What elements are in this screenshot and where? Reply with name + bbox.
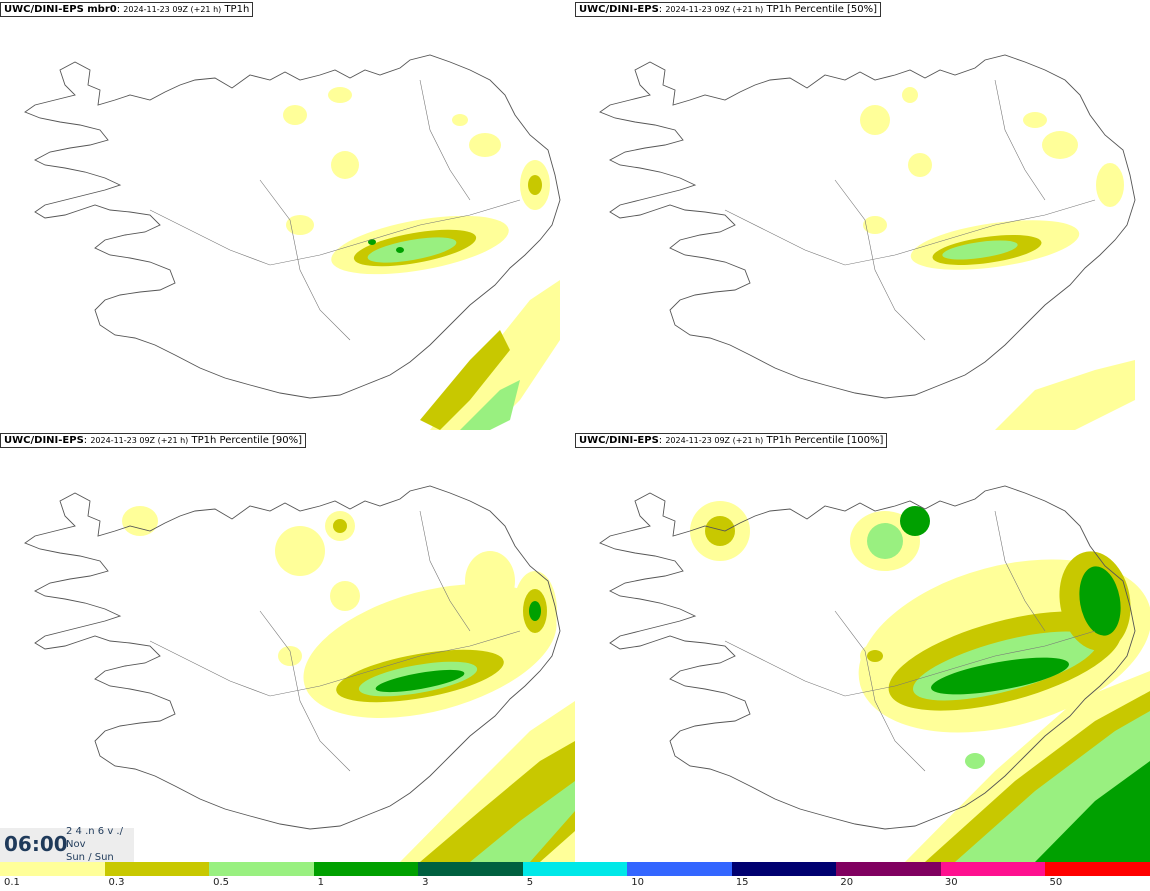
colorbar-segment bbox=[627, 862, 733, 876]
road-line bbox=[149, 630, 521, 697]
precip-area bbox=[900, 506, 930, 536]
colorbar-label: 15 bbox=[735, 877, 749, 888]
road-line bbox=[724, 199, 1096, 266]
valid-time: 06:00 bbox=[4, 832, 68, 856]
map-panel-p90: UWC/DINI-EPS: 2024-11-23 09Z (+21 h) TP1… bbox=[0, 431, 575, 862]
precip-area bbox=[278, 646, 302, 666]
road-line bbox=[259, 610, 351, 772]
precip-area bbox=[867, 523, 903, 559]
precip-area bbox=[283, 105, 307, 125]
precip-area bbox=[902, 87, 918, 103]
precip-area bbox=[1096, 163, 1124, 207]
colorbar-segment bbox=[1045, 862, 1150, 876]
precip-map bbox=[599, 485, 1150, 862]
colorbar-segment bbox=[209, 862, 315, 876]
colorbar-segment bbox=[418, 862, 524, 876]
precip-band bbox=[420, 330, 510, 430]
precip-band bbox=[460, 380, 520, 430]
panel-title: UWC/DINI-EPS: 2024-11-23 09Z (+21 h) TP1… bbox=[575, 433, 888, 448]
precip-map bbox=[599, 54, 1136, 430]
road-line bbox=[419, 510, 471, 632]
precip-area bbox=[452, 114, 468, 126]
precip-area bbox=[908, 153, 932, 177]
colorbar-segment bbox=[0, 862, 106, 876]
map-panel-p100: UWC/DINI-EPS: 2024-11-23 09Z (+21 h) TP1… bbox=[575, 431, 1150, 862]
colorbar-segment bbox=[836, 862, 942, 876]
coastline bbox=[599, 485, 1136, 830]
colorbar-label: 3 bbox=[422, 877, 429, 888]
precip-area bbox=[333, 519, 347, 533]
road-line bbox=[149, 199, 521, 266]
colorbar-label: 1 bbox=[317, 877, 324, 888]
panel-title: UWC/DINI-EPS: 2024-11-23 09Z (+21 h) TP1… bbox=[0, 433, 307, 448]
precip-area bbox=[367, 237, 457, 263]
road-line bbox=[419, 79, 471, 201]
colorbar-label: 0.1 bbox=[4, 877, 20, 888]
road-line bbox=[994, 510, 1046, 632]
precip-area bbox=[860, 105, 890, 135]
precip-area bbox=[965, 753, 985, 769]
precip-area bbox=[863, 216, 887, 234]
map-panel-mbr0: UWC/DINI-EPS mbr0: 2024-11-23 09Z (+21 h… bbox=[0, 0, 575, 431]
precip-area bbox=[942, 240, 1018, 260]
precip-area bbox=[330, 581, 360, 611]
precip-area bbox=[529, 601, 541, 621]
coastline bbox=[24, 54, 561, 399]
precip-area bbox=[1023, 112, 1047, 128]
road-line bbox=[834, 179, 926, 341]
map-panel-p50: UWC/DINI-EPS: 2024-11-23 09Z (+21 h) TP1… bbox=[575, 0, 1150, 431]
road-line bbox=[724, 630, 1096, 697]
colorbar-label: 50 bbox=[1049, 877, 1063, 888]
precip-colorbar bbox=[0, 862, 1150, 876]
coastline bbox=[24, 485, 561, 830]
precip-area bbox=[1079, 566, 1121, 636]
precip-band bbox=[995, 360, 1135, 430]
coastline bbox=[599, 54, 1136, 399]
colorbar-label: 5 bbox=[526, 877, 534, 888]
precip-band bbox=[470, 781, 575, 862]
colorbar-label: 0.5 bbox=[213, 877, 229, 888]
panel-title: UWC/DINI-EPS mbr0: 2024-11-23 09Z (+21 h… bbox=[0, 2, 254, 17]
precip-area bbox=[469, 133, 501, 157]
precip-map bbox=[24, 485, 575, 862]
precip-area bbox=[275, 526, 325, 576]
road-line bbox=[834, 610, 926, 772]
colorbar-segment bbox=[104, 862, 211, 876]
valid-month: Nov bbox=[66, 839, 86, 850]
precip-area bbox=[331, 151, 359, 179]
colorbar-segment bbox=[522, 862, 629, 876]
colorbar-segment bbox=[731, 862, 838, 876]
colorbar-label: 0.3 bbox=[108, 877, 125, 888]
valid-time-box: 06:00 2 4 .n 6 v ./ Nov Sun / Sun bbox=[0, 826, 134, 863]
panel-title: UWC/DINI-EPS: 2024-11-23 09Z (+21 h) TP1… bbox=[575, 2, 882, 17]
precip-area bbox=[465, 551, 515, 611]
road-line bbox=[994, 79, 1046, 201]
colorbar-segment bbox=[313, 862, 420, 876]
valid-weekday: Sun / Sun bbox=[66, 852, 114, 863]
colorbar-segment bbox=[940, 862, 1047, 876]
road-line bbox=[259, 179, 351, 341]
precip-area bbox=[528, 175, 542, 195]
precip-area bbox=[705, 516, 735, 546]
precip-area bbox=[1042, 131, 1078, 159]
precip-area bbox=[375, 669, 465, 693]
precip-area bbox=[328, 87, 352, 103]
colorbar-label: 30 bbox=[944, 877, 958, 888]
colorbar-label: 10 bbox=[631, 877, 644, 888]
precip-area bbox=[286, 215, 314, 235]
precip-band bbox=[1035, 761, 1150, 862]
colorbar-label: 20 bbox=[840, 877, 854, 888]
precip-area bbox=[867, 650, 883, 662]
precip-area bbox=[122, 506, 158, 536]
precip-area bbox=[931, 657, 1069, 695]
precip-area bbox=[396, 247, 404, 253]
precip-map bbox=[24, 54, 561, 430]
valid-date: 2 4 .n 6 v ./ bbox=[66, 826, 123, 837]
precip-area bbox=[368, 239, 376, 245]
